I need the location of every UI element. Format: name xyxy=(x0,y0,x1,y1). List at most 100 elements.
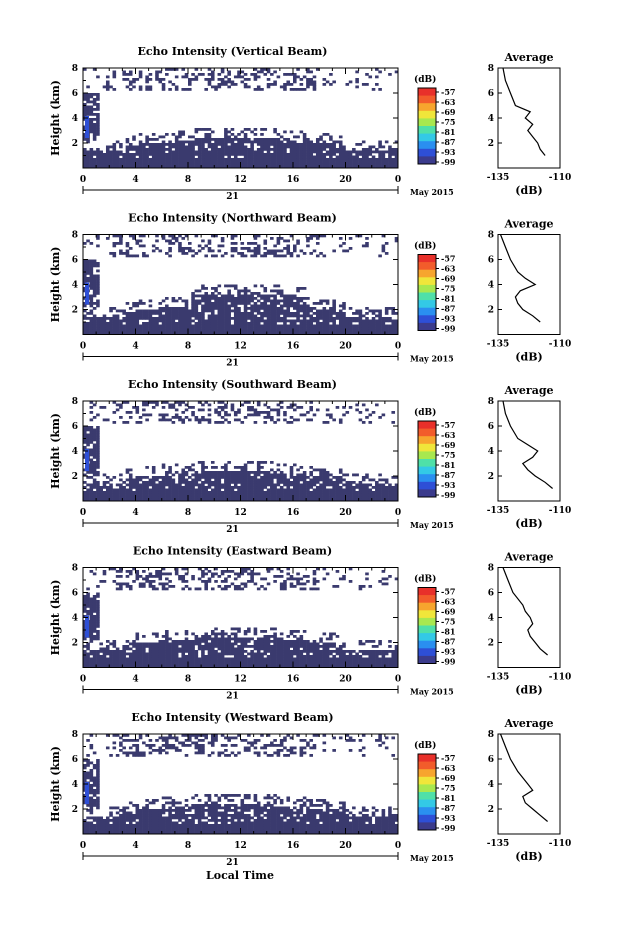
heatmap-cell xyxy=(204,665,208,668)
heatmap-cell xyxy=(207,496,212,499)
heatmap-cell xyxy=(315,158,320,161)
heatmap-cell xyxy=(119,252,123,255)
heatmap-cell xyxy=(201,660,205,663)
heatmap-cell xyxy=(276,317,281,320)
heatmap-cell xyxy=(161,140,166,144)
heatmap-cell xyxy=(253,478,258,482)
heatmap-cell xyxy=(135,163,140,166)
panel-2: Echo Intensity (Northward Beam)2468Heigh… xyxy=(49,212,571,369)
heatmap-cell xyxy=(309,237,313,240)
heatmap-cell xyxy=(263,158,268,161)
heatmap-cell xyxy=(368,165,373,169)
heatmap-cell xyxy=(276,329,281,333)
heatmap-cell xyxy=(273,294,277,298)
heatmap-cell xyxy=(112,88,117,91)
heatmap-cell xyxy=(283,491,287,494)
heatmap-cell xyxy=(165,632,169,636)
heatmap-cell xyxy=(96,458,100,462)
heatmap-cell xyxy=(148,575,153,578)
heatmap-cell xyxy=(174,493,179,497)
heatmap-cell xyxy=(178,160,182,164)
heatmap-cell xyxy=(174,143,179,146)
heatmap-cell xyxy=(394,163,399,166)
heatmap-cell xyxy=(122,665,126,668)
heatmap-cell xyxy=(283,332,287,335)
heatmap-cell xyxy=(263,486,268,489)
heatmap-cell xyxy=(247,312,251,315)
heatmap-cell xyxy=(92,468,97,472)
panel-title: Echo Intensity (Southward Beam) xyxy=(128,378,337,391)
heatmap-cell xyxy=(92,100,97,104)
heatmap-cell xyxy=(279,148,284,151)
heatmap-cell xyxy=(89,451,94,454)
heatmap-cell xyxy=(210,324,215,328)
heatmap-cell xyxy=(371,496,376,499)
heatmap-cell xyxy=(233,284,238,288)
heatmap-cell xyxy=(217,304,222,308)
heatmap-cell xyxy=(210,473,215,477)
heatmap-cell xyxy=(322,165,327,169)
heatmap-cell xyxy=(279,254,284,258)
heatmap-cell xyxy=(135,488,140,492)
heatmap-cell xyxy=(224,324,228,328)
heatmap-cell xyxy=(217,322,222,325)
heatmap-cell xyxy=(289,302,294,305)
heatmap-cell xyxy=(260,138,264,141)
heatmap-cell xyxy=(142,332,146,335)
heatmap-cell xyxy=(125,302,130,305)
heatmap-cell xyxy=(243,78,248,81)
heatmap-cell xyxy=(89,95,94,99)
heatmap-cell xyxy=(342,491,346,494)
heatmap-cell xyxy=(191,478,195,482)
heatmap-cell xyxy=(233,314,238,318)
colorbar-segment xyxy=(418,88,436,96)
heatmap-cell xyxy=(89,662,94,666)
heatmap-cell xyxy=(96,287,100,290)
heatmap-cell xyxy=(142,153,146,156)
heatmap-cell xyxy=(99,665,103,668)
heatmap-cell xyxy=(220,329,225,333)
heatmap-cell xyxy=(102,498,107,502)
heatmap-cell xyxy=(230,128,235,131)
heatmap-cell xyxy=(263,309,268,313)
heatmap-cell xyxy=(86,155,90,159)
heatmap-cell xyxy=(96,610,100,613)
heatmap-cell xyxy=(142,496,146,499)
heatmap-cell xyxy=(266,476,271,479)
heatmap-cell xyxy=(191,473,195,477)
heatmap-cell xyxy=(99,163,103,166)
heatmap-cell xyxy=(142,329,146,333)
heatmap-cell xyxy=(263,145,268,149)
heatmap-cell xyxy=(128,496,133,499)
heatmap-cell xyxy=(158,312,163,315)
heatmap-cell xyxy=(207,128,212,131)
heatmap-cell xyxy=(86,165,90,169)
heatmap-cell xyxy=(197,660,202,663)
heatmap-cell xyxy=(306,498,310,502)
heatmap-cell xyxy=(342,478,346,482)
heatmap-cell xyxy=(204,632,208,636)
heatmap-cell xyxy=(381,329,386,333)
heatmap-cell xyxy=(253,68,258,71)
heatmap-cell xyxy=(322,314,327,318)
heatmap-cell xyxy=(371,165,376,169)
heatmap-cell xyxy=(260,314,264,318)
heatmap-cell xyxy=(207,78,212,81)
heatmap-cell xyxy=(358,496,363,499)
heatmap-cell xyxy=(119,498,123,502)
heatmap-cell xyxy=(391,148,396,151)
heatmap-cell xyxy=(168,332,172,335)
heatmap-cell xyxy=(204,322,208,325)
heatmap-cell xyxy=(302,138,307,141)
profile-y-tick-label: 6 xyxy=(488,256,494,266)
heatmap-cell xyxy=(105,329,110,333)
heatmap-cell xyxy=(286,421,291,424)
heatmap-cell xyxy=(289,483,294,487)
heatmap-cell xyxy=(181,650,186,653)
heatmap-cell xyxy=(217,493,222,497)
heatmap-cell xyxy=(227,78,231,81)
heatmap-cell xyxy=(286,294,291,298)
heatmap-cell xyxy=(96,632,100,636)
heatmap-cell xyxy=(302,498,307,502)
heatmap-cell xyxy=(204,471,208,474)
